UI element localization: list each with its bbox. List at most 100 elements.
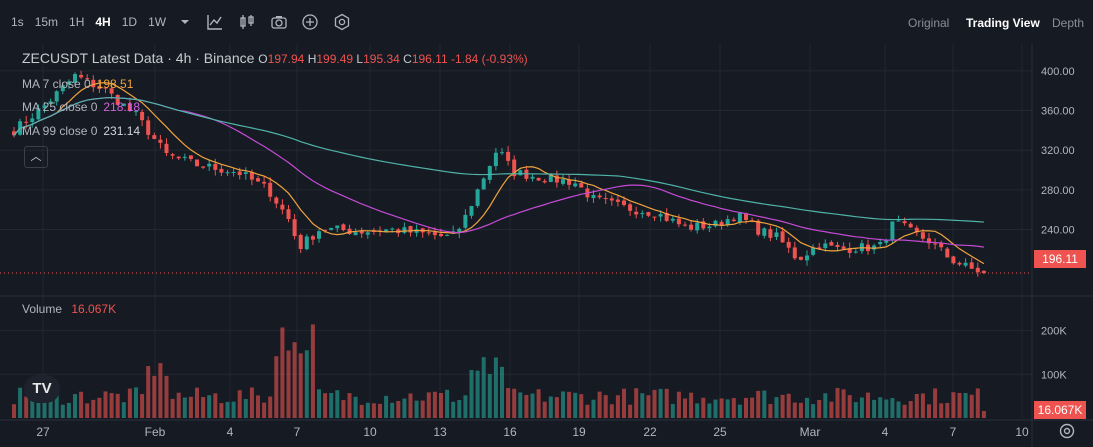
- candle-body: [768, 229, 773, 238]
- candle-body: [91, 79, 96, 88]
- volume-bar: [786, 393, 791, 418]
- settings-icon[interactable]: [1058, 422, 1076, 440]
- candle-body: [805, 255, 809, 261]
- volume-bar: [591, 399, 596, 418]
- volume-bar: [762, 390, 767, 418]
- candle-body: [640, 213, 645, 215]
- candle-body: [79, 74, 84, 78]
- candle-body: [902, 221, 907, 224]
- collapse-legend-button[interactable]: ︿: [24, 146, 48, 168]
- candle-body: [762, 228, 767, 236]
- volume-bar: [445, 389, 450, 418]
- volume-bar: [329, 392, 334, 418]
- volume-bar: [402, 398, 407, 418]
- candle-body: [158, 139, 163, 143]
- volume-bar: [853, 402, 858, 418]
- volume-bar: [274, 356, 279, 418]
- candle-body: [481, 178, 486, 190]
- candle-body: [390, 228, 395, 230]
- high-value: 199.49: [316, 52, 354, 66]
- candle-body: [274, 197, 279, 204]
- add-icon[interactable]: [301, 13, 319, 31]
- volume-bar: [140, 394, 145, 418]
- candle-body: [109, 88, 114, 94]
- chevron-down-icon[interactable]: [176, 13, 194, 31]
- volume-bar: [249, 387, 254, 418]
- volume-bar: [371, 403, 376, 418]
- time-tick-label: 7: [294, 425, 301, 439]
- candle-body: [542, 180, 547, 183]
- candle-body: [262, 181, 267, 184]
- volume-bar: [536, 389, 541, 418]
- volume-bar: [975, 388, 980, 418]
- ma25-legend[interactable]: MA 25 close 0 218.18: [22, 100, 140, 114]
- candle-body: [134, 111, 138, 113]
- volume-bar: [927, 404, 931, 418]
- timeframe-1h[interactable]: 1H: [69, 15, 85, 29]
- settings-icon[interactable]: [333, 13, 351, 31]
- volume-bar: [487, 374, 492, 418]
- volume-tick-label: 200K: [1041, 326, 1067, 338]
- candle-body: [701, 221, 706, 229]
- volume-bar: [73, 394, 77, 418]
- candle-body: [896, 220, 901, 222]
- volume-bar: [609, 404, 614, 418]
- volume-bar: [725, 399, 730, 418]
- volume-bar: [481, 357, 486, 418]
- volume-bar: [847, 395, 852, 418]
- tab-original[interactable]: Original: [908, 16, 950, 30]
- volume-bar: [36, 395, 41, 418]
- candle-body: [286, 209, 291, 220]
- candle-body: [829, 242, 834, 246]
- ma99-value: 231.14: [103, 124, 141, 138]
- volume-bar: [707, 403, 712, 418]
- volume-bar: [652, 389, 657, 418]
- volume-bar: [798, 402, 803, 418]
- volume-tick-label: 100K: [1041, 369, 1067, 381]
- candle-body: [506, 151, 511, 161]
- ma7-legend[interactable]: MA 7 close 0 198.51: [22, 77, 133, 91]
- candle-body: [548, 174, 553, 182]
- timeframe-4h[interactable]: 4H: [95, 15, 111, 29]
- candle-body: [457, 228, 462, 233]
- indicators-icon[interactable]: [206, 13, 224, 31]
- volume-bar: [225, 401, 230, 418]
- candle-body: [933, 243, 938, 245]
- volume-bar: [878, 397, 883, 418]
- timeframe-1s[interactable]: 1s: [11, 15, 24, 29]
- candle-body: [24, 121, 29, 123]
- volume-bar: [573, 392, 578, 418]
- time-tick-label: 7: [950, 425, 957, 439]
- tab-depth[interactable]: Depth: [1052, 16, 1085, 30]
- tab-trading-view[interactable]: Trading View: [966, 16, 1040, 30]
- volume-legend: Volume 16.067K: [22, 302, 116, 316]
- candle-body: [554, 175, 559, 183]
- volume-bar: [256, 395, 260, 418]
- candle-body: [317, 231, 321, 239]
- candle-body: [402, 227, 407, 233]
- volume-bar: [530, 393, 535, 418]
- timeframe-1w[interactable]: 1W: [148, 15, 167, 29]
- candle-body: [60, 85, 65, 92]
- candle-body: [597, 195, 602, 198]
- change-value: -1.84 (-0.93%): [450, 52, 528, 66]
- candle-body: [97, 86, 102, 89]
- volume-bar: [432, 391, 437, 418]
- timeframe-15m[interactable]: 15m: [34, 15, 59, 29]
- volume-bar: [597, 391, 602, 418]
- volume-label: Volume: [22, 302, 63, 316]
- volume-bar: [18, 387, 23, 418]
- candle-body: [408, 226, 413, 233]
- volume-bar: [548, 396, 553, 418]
- ma99-legend[interactable]: MA 99 close 0 231.14: [22, 124, 140, 138]
- candle-body: [646, 212, 651, 216]
- time-tick-label: 25: [713, 425, 727, 439]
- timeframe-1d[interactable]: 1D: [121, 15, 138, 29]
- camera-icon[interactable]: [270, 13, 288, 31]
- price-chart[interactable]: 400.00 360.00 320.00 280.00 240.00 200K 100K 27…: [0, 44, 1093, 447]
- volume-bar: [969, 394, 974, 418]
- candle-body: [475, 189, 480, 206]
- candle-body: [176, 156, 181, 159]
- candle-body: [341, 224, 346, 231]
- candle-type-icon[interactable]: [238, 13, 256, 31]
